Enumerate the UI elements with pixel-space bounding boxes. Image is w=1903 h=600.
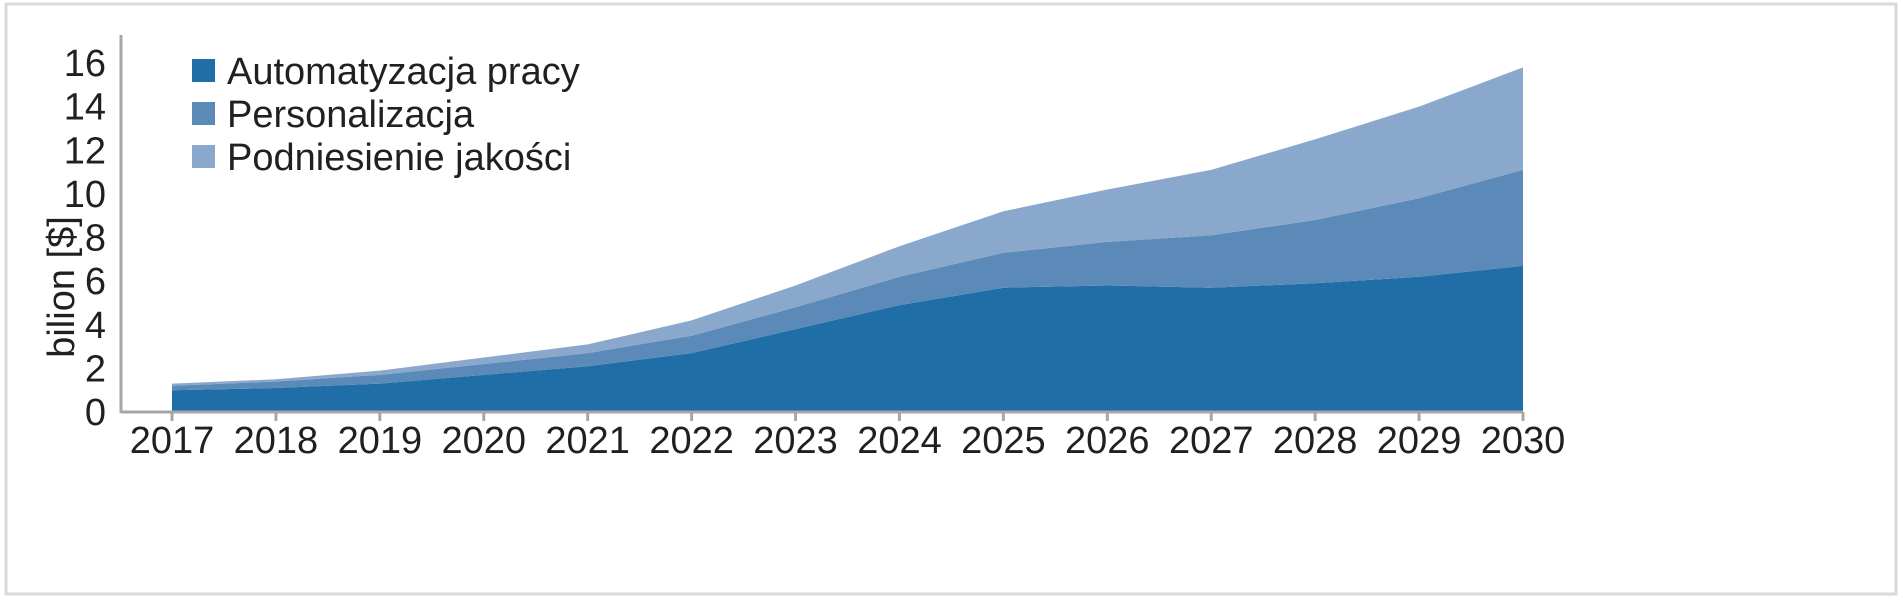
x-tick-label: 2019 [338,420,423,462]
x-tick-label: 2024 [857,420,942,462]
x-tick-label: 2026 [1065,420,1150,462]
axes [119,35,1523,414]
x-tick-label: 2021 [545,420,630,462]
y-tick-label: 16 [64,43,106,85]
x-tick-label: 2017 [130,420,215,462]
legend-label-3: Podniesienie jakości [227,137,571,179]
y-tick-label: 10 [64,174,106,216]
y-tick-label: 0 [85,392,106,434]
x-tick-label: 2029 [1377,420,1462,462]
x-tick-label: 2028 [1273,420,1358,462]
x-tick-label: 2027 [1169,420,1254,462]
y-tick-label: 6 [85,261,106,303]
area-series-3 [172,67,1523,386]
legend-label-1: Automatyzacja pracy [227,51,580,93]
legend-label-2: Personalizacja [227,94,475,136]
series-areas [172,67,1523,412]
x-tick-label: 2023 [753,420,838,462]
x-tick-label: 2018 [234,420,319,462]
x-tick-label: 2020 [441,420,526,462]
y-tick-label: 2 [85,348,106,390]
y-tick-label: 14 [64,87,106,129]
x-axis-ticks: 2017 2018 2019 2020 2021 2022 2023 2024 2025 2026… [130,412,1566,462]
legend-swatch-2 [192,102,215,125]
y-tick-label: 12 [64,130,106,172]
legend-swatch-1 [192,59,215,82]
y-axis-title: bilion [$] [41,216,83,358]
y-tick-label: 4 [85,305,106,347]
y-tick-label: 8 [85,218,106,260]
x-tick-label: 2025 [961,420,1046,462]
legend-swatch-3 [192,145,215,168]
x-tick-label: 2022 [649,420,734,462]
legend: Automatyzacja pracyPersonalizacjaPodnies… [192,51,580,179]
x-tick-label: 2030 [1481,420,1566,462]
area-series-1 [172,265,1523,412]
area-series-2 [172,169,1523,391]
chart-frame [4,2,1898,596]
